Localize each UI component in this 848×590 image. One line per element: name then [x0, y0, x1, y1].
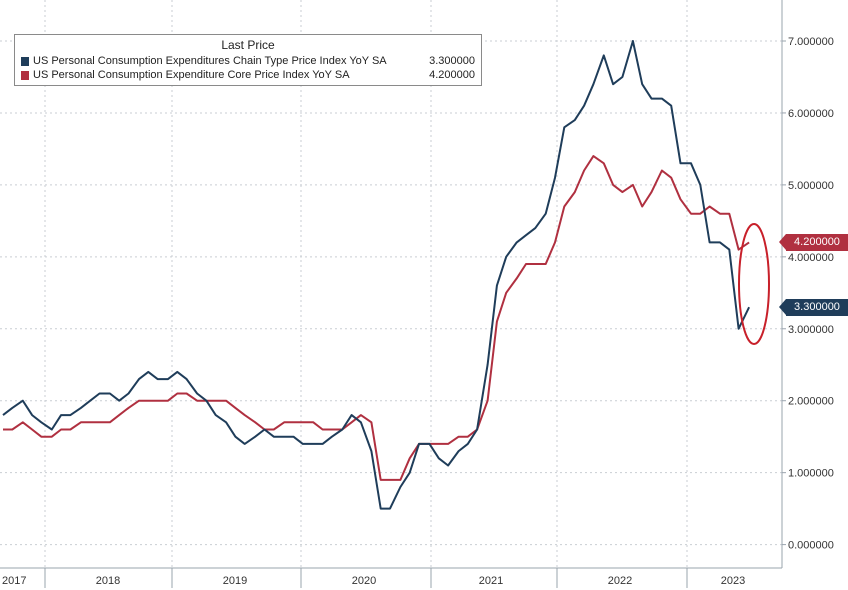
- legend-label-headline: US Personal Consumption Expenditures Cha…: [33, 55, 387, 67]
- y-tick-label: 3.000000: [788, 324, 834, 336]
- legend-swatch-core: [21, 71, 29, 80]
- legend-swatch-headline: [21, 57, 29, 66]
- x-year-label: 2023: [721, 575, 745, 587]
- series-line-core-pce: [3, 155, 750, 481]
- legend-title: Last Price: [221, 38, 275, 52]
- series-lines: [2, 40, 750, 510]
- last-price-badge-core: 4.200000: [779, 233, 848, 251]
- chart-legend: Last Price US Personal Consumption Expen…: [14, 34, 482, 86]
- legend-item-core: US Personal Consumption Expenditure Core…: [21, 69, 475, 83]
- y-tick-label: 6.000000: [788, 108, 834, 120]
- x-year-label: 2022: [608, 575, 632, 587]
- x-year-label: 2021: [479, 575, 503, 587]
- y-axis-ticks: 0.000000 1.000000 2.000000 3.000000 4.000000…: [782, 36, 834, 552]
- legend-value-core: 4.200000: [429, 69, 475, 81]
- x-year-label: 2019: [223, 575, 247, 587]
- x-axis-ticks: 2017 2018 2019 2020 2021 2022 2023: [2, 568, 745, 588]
- legend-item-headline: US Personal Consumption Expenditures Cha…: [21, 55, 475, 69]
- y-tick-label: 2.000000: [788, 396, 834, 408]
- series-line-headline-pce: [2, 40, 750, 510]
- x-year-label: 2017: [2, 575, 26, 587]
- y-tick-label: 7.000000: [788, 36, 834, 48]
- y-tick-label: 4.000000: [788, 252, 834, 264]
- y-tick-label: 5.000000: [788, 180, 834, 192]
- legend-label-core: US Personal Consumption Expenditure Core…: [33, 69, 350, 81]
- x-year-label: 2018: [96, 575, 120, 587]
- x-year-label: 2020: [352, 575, 376, 587]
- legend-value-headline: 3.300000: [429, 55, 475, 67]
- highlight-circle: [738, 223, 770, 345]
- gridlines: [0, 0, 782, 568]
- last-price-badge-headline: 3.300000: [779, 298, 848, 316]
- y-tick-label: 0.000000: [788, 540, 834, 552]
- y-tick-label: 1.000000: [788, 468, 834, 480]
